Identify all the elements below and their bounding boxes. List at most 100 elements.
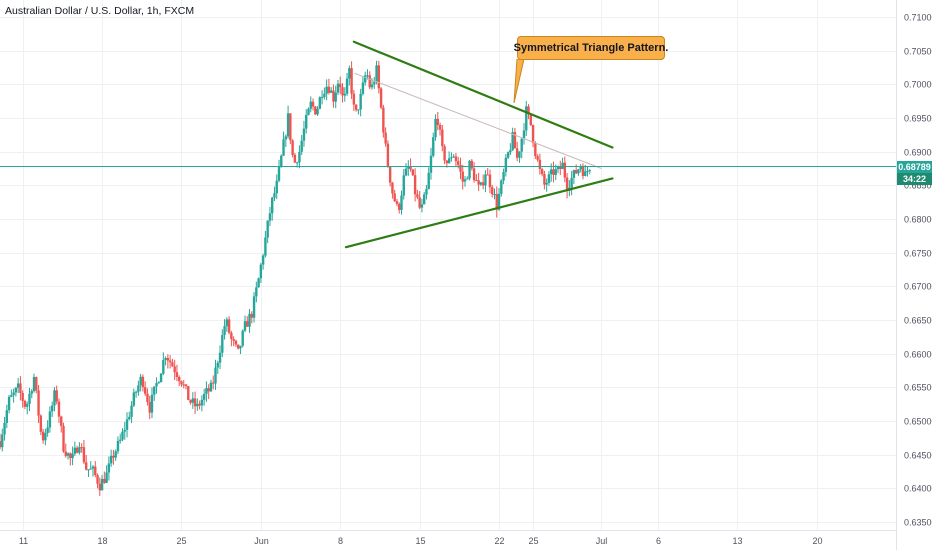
candle-body	[157, 382, 160, 384]
time-tick-label: 18	[97, 536, 107, 546]
candle-body	[511, 132, 514, 150]
candle-body	[463, 179, 467, 182]
candle-body	[10, 395, 13, 397]
candle-body	[173, 366, 176, 373]
candle-body	[73, 447, 77, 454]
candle-body	[391, 182, 394, 194]
candle-body	[452, 156, 455, 158]
candle-body	[257, 278, 260, 288]
candle-body	[261, 255, 265, 265]
candle-body	[574, 170, 578, 174]
candle-body	[388, 166, 392, 183]
candle-body	[400, 195, 403, 210]
candle-body	[39, 415, 43, 432]
candle-body	[223, 326, 226, 336]
candle-body	[484, 174, 487, 186]
candle-body	[559, 166, 562, 170]
candle-body	[41, 431, 45, 441]
candle-body	[212, 382, 215, 384]
candle-body	[150, 394, 154, 413]
candle-body	[89, 468, 92, 470]
candle-body	[554, 169, 557, 175]
candle-body	[366, 75, 369, 77]
candle-body	[96, 475, 99, 484]
candle-body	[7, 396, 11, 411]
trendline-lower[interactable]	[344, 177, 614, 249]
candle-body	[5, 410, 9, 423]
candle-body	[103, 478, 106, 483]
candle-body	[377, 65, 381, 89]
candle-body	[141, 376, 145, 388]
candle-body	[395, 201, 399, 204]
candle-body	[100, 478, 104, 491]
candle-body	[264, 237, 267, 256]
candle-body	[87, 469, 90, 471]
candle-body	[48, 411, 52, 428]
candle-body	[364, 75, 367, 83]
candle-body	[105, 472, 108, 483]
candle-body	[286, 113, 290, 137]
candle-body	[143, 387, 147, 394]
candle-body	[466, 178, 469, 180]
candle-body	[66, 453, 70, 456]
candle-body	[209, 382, 213, 392]
time-tick-label: 13	[732, 536, 742, 546]
candle-body	[345, 78, 349, 94]
candle-body	[352, 93, 356, 105]
candle-body	[1, 434, 4, 448]
candle-body	[196, 403, 199, 407]
candle-body	[427, 172, 430, 190]
candle-body	[130, 405, 133, 417]
candle-body	[21, 393, 24, 401]
candle-body	[14, 387, 18, 393]
candle-body	[75, 447, 79, 453]
candle-body	[488, 174, 492, 188]
trendline-upper[interactable]	[352, 40, 614, 149]
candle-body	[384, 132, 387, 144]
candle-body	[370, 84, 374, 88]
candle-body	[332, 90, 335, 102]
candle-body	[202, 393, 206, 400]
candle-body	[207, 388, 210, 392]
candle-body	[525, 106, 528, 131]
pattern-callout[interactable]: Symmetrical Triangle Pattern.	[514, 36, 668, 60]
candle-body	[475, 180, 478, 182]
candle-body	[119, 439, 122, 441]
candle-body	[218, 352, 222, 363]
candle-body	[168, 360, 172, 363]
candle-body	[298, 151, 301, 163]
time-tick-label: 25	[528, 536, 538, 546]
candle-body	[12, 392, 15, 396]
candle-body	[529, 113, 532, 126]
candle-body	[302, 128, 306, 141]
time-axis[interactable]: 11 18 25 Jun 8 15 22 25 Jul 6 13 20	[19, 536, 823, 546]
candle-body	[252, 296, 256, 318]
candle-body	[382, 107, 385, 133]
candle-body	[114, 451, 117, 458]
candle-body	[162, 359, 165, 374]
candle-body	[339, 83, 342, 88]
candle-body	[398, 203, 401, 210]
candle-body	[561, 162, 564, 170]
candle-body	[250, 313, 253, 318]
trendline-thin[interactable]	[354, 72, 602, 169]
candle-body	[502, 172, 505, 181]
candle-body	[146, 393, 149, 402]
candle-body	[577, 169, 580, 174]
candle-body	[184, 384, 188, 387]
candle-body	[221, 335, 224, 353]
candle-body	[556, 166, 560, 170]
candle-body	[411, 169, 415, 176]
candle-body	[307, 108, 310, 115]
candle-body	[175, 372, 179, 378]
time-tick-label: Jul	[596, 536, 608, 546]
candle-body	[420, 204, 424, 208]
candle-body	[268, 213, 272, 221]
